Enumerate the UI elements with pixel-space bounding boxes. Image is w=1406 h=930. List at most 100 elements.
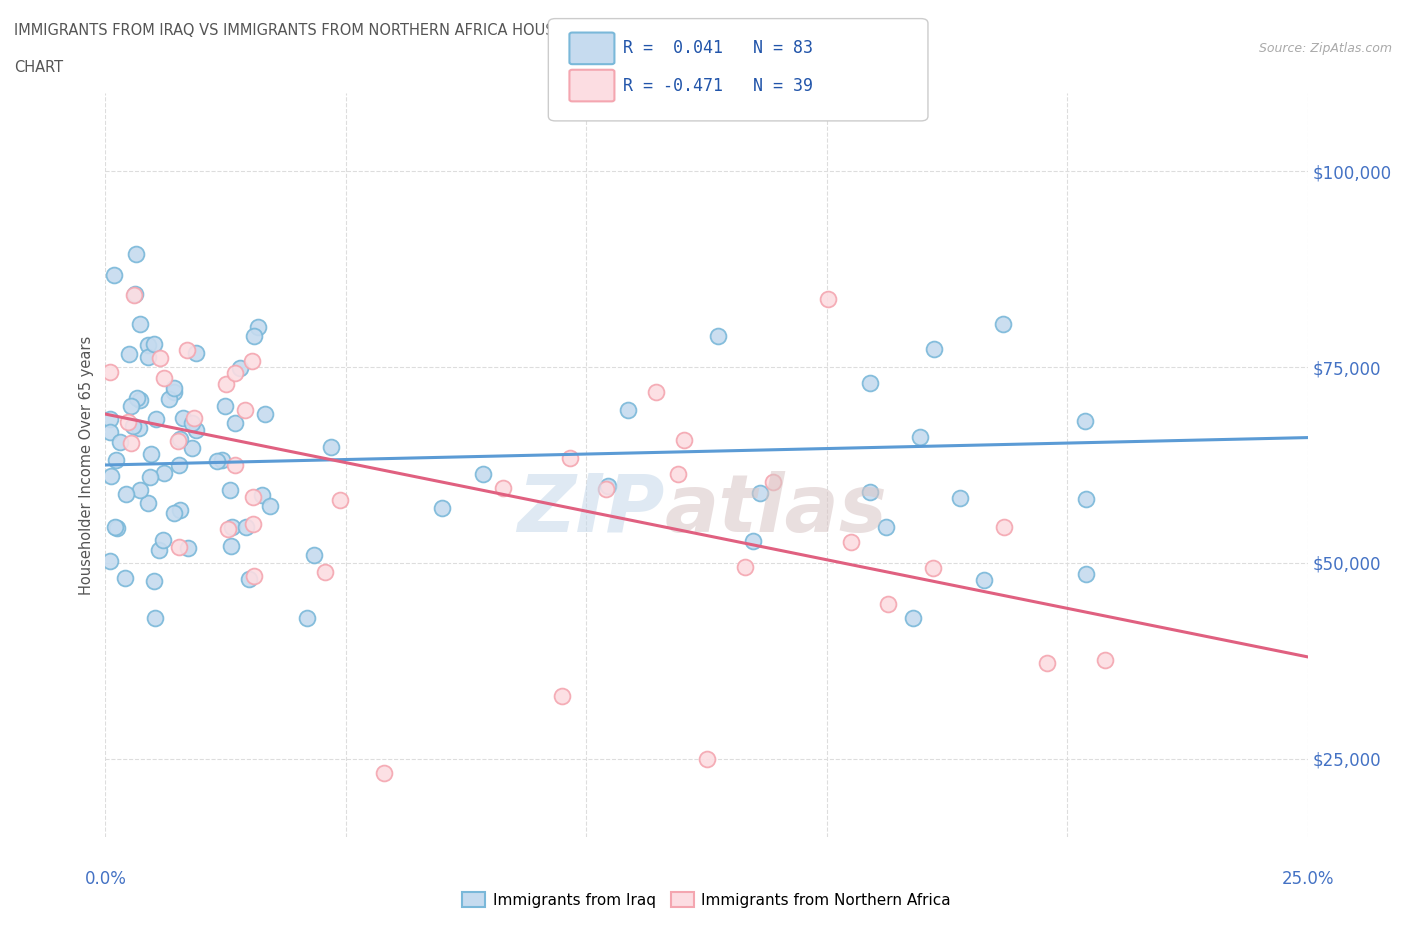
Point (145, 411, 167, 426)
Point (163, 385, 186, 400)
Point (183, 411, 205, 426)
Point (491, 481, 513, 496)
Point (127, 391, 149, 405)
Point (163, 506, 186, 521)
Point (238, 572, 260, 587)
Point (666, 466, 689, 481)
Point (224, 458, 246, 472)
Y-axis label: Householder Income Over 65 years: Householder Income Over 65 years (79, 336, 94, 594)
Point (148, 543, 170, 558)
Point (596, 478, 619, 493)
Point (221, 519, 243, 534)
Point (922, 561, 945, 576)
Point (949, 491, 972, 506)
Point (142, 337, 165, 352)
Text: 25.0%: 25.0% (1281, 870, 1334, 887)
Point (240, 354, 263, 369)
Point (858, 375, 880, 390)
Point (100, 554, 122, 569)
Legend: Immigrants from Iraq, Immigrants from Northern Africa: Immigrants from Iraq, Immigrants from No… (456, 885, 957, 914)
Point (233, 403, 256, 418)
Point (100, 469, 122, 484)
Point (321, 440, 343, 455)
Point (177, 541, 200, 556)
Point (673, 432, 696, 447)
Point (167, 433, 190, 448)
Point (117, 415, 139, 430)
Point (973, 573, 995, 588)
Point (98, 425, 121, 440)
Point (993, 519, 1015, 534)
Point (243, 569, 266, 584)
Point (910, 430, 932, 445)
Point (1074, 413, 1097, 428)
Point (748, 485, 770, 500)
Point (98, 365, 121, 379)
Text: CHART: CHART (14, 60, 63, 75)
Point (104, 453, 127, 468)
Point (247, 320, 270, 335)
Point (128, 317, 150, 332)
Point (295, 610, 318, 625)
Point (122, 287, 145, 302)
Point (138, 496, 160, 511)
Point (762, 474, 785, 489)
Point (118, 347, 141, 362)
Point (128, 420, 150, 435)
Point (242, 516, 264, 531)
Point (120, 399, 142, 414)
Point (98, 411, 121, 426)
Point (1036, 656, 1059, 671)
Point (108, 434, 131, 449)
Point (125, 246, 148, 261)
Point (152, 533, 174, 548)
Point (1094, 653, 1116, 668)
Point (229, 360, 252, 375)
Point (186, 345, 208, 360)
Point (877, 596, 900, 611)
Point (1074, 566, 1097, 581)
Point (253, 407, 276, 422)
Point (124, 286, 146, 301)
Point (924, 342, 946, 357)
Point (129, 392, 152, 407)
Point (734, 560, 756, 575)
Point (153, 466, 176, 481)
Point (149, 351, 172, 365)
Point (696, 751, 718, 766)
Point (184, 423, 207, 438)
Point (169, 432, 191, 446)
Point (595, 481, 617, 496)
Point (172, 410, 194, 425)
Point (218, 483, 240, 498)
Point (121, 418, 143, 433)
Point (259, 499, 281, 514)
Point (176, 342, 198, 357)
Point (205, 454, 228, 469)
Point (169, 458, 191, 472)
Point (875, 519, 897, 534)
Point (243, 329, 266, 344)
Point (152, 371, 174, 386)
Point (114, 486, 136, 501)
Point (214, 399, 236, 414)
Point (817, 291, 839, 306)
Text: R = -0.471   N = 39: R = -0.471 N = 39 (623, 76, 813, 95)
Point (167, 539, 190, 554)
Point (169, 503, 191, 518)
Point (157, 392, 180, 406)
Point (114, 571, 136, 586)
Point (859, 485, 882, 499)
Point (235, 519, 257, 534)
Point (242, 490, 264, 505)
Point (103, 268, 125, 283)
Point (136, 338, 159, 352)
Point (551, 688, 574, 703)
Point (558, 450, 581, 465)
Point (143, 610, 166, 625)
Point (224, 365, 246, 380)
Point (181, 441, 204, 456)
Text: ZIP: ZIP (517, 471, 665, 549)
Text: atlas: atlas (665, 471, 887, 549)
Point (901, 610, 924, 625)
